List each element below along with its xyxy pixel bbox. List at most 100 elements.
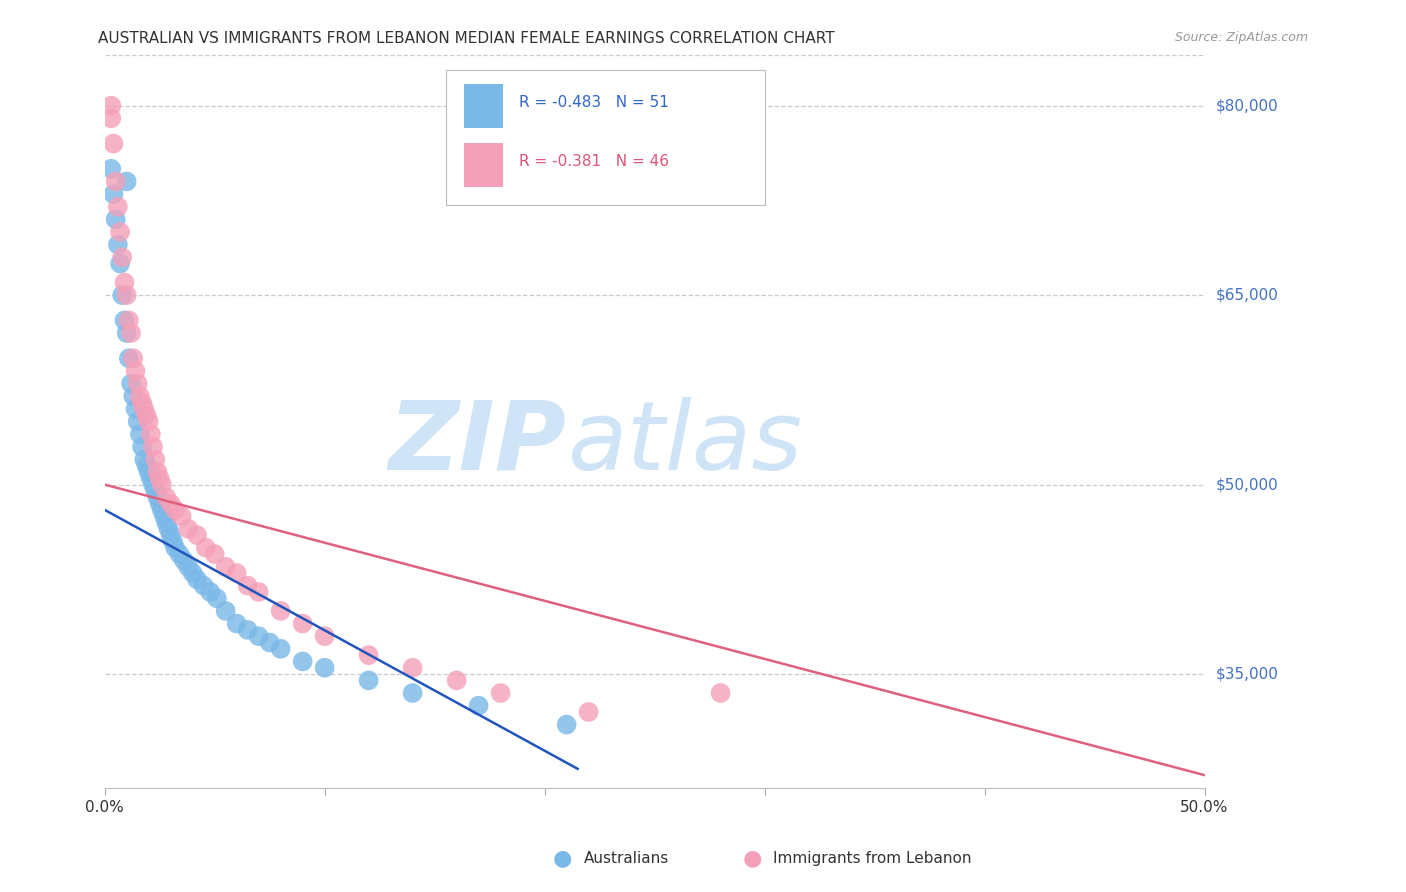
Bar: [464, 85, 503, 128]
Point: [108, 256, 131, 270]
Point: [578, 705, 600, 719]
Point: [173, 553, 195, 567]
Point: [710, 686, 733, 700]
Point: [357, 648, 380, 662]
Point: [131, 395, 153, 409]
Point: [150, 503, 173, 517]
Text: ●: ●: [742, 848, 762, 868]
Bar: [464, 143, 503, 187]
Point: [214, 559, 236, 574]
Point: [107, 200, 129, 214]
Point: [118, 313, 141, 327]
Text: $35,000: $35,000: [1216, 666, 1278, 681]
Point: [177, 522, 200, 536]
Point: [124, 364, 146, 378]
Point: [118, 351, 141, 366]
Point: [162, 534, 184, 549]
Point: [103, 136, 125, 151]
Point: [236, 623, 259, 637]
Point: [142, 440, 165, 454]
Point: [270, 641, 292, 656]
Point: [128, 427, 150, 442]
Point: [104, 212, 127, 227]
Point: [181, 566, 204, 580]
Point: [134, 401, 156, 416]
Point: [170, 509, 193, 524]
Text: Immigrants from Lebanon: Immigrants from Lebanon: [773, 851, 972, 865]
Point: [186, 572, 208, 586]
Text: ZIP: ZIP: [388, 397, 567, 490]
Point: [111, 250, 134, 264]
Point: [100, 161, 122, 176]
Point: [186, 528, 208, 542]
Point: [155, 516, 177, 530]
Point: [100, 98, 122, 112]
Point: [247, 585, 270, 599]
Point: [135, 408, 157, 422]
Point: [150, 477, 173, 491]
Text: Australians: Australians: [583, 851, 669, 865]
Point: [401, 661, 423, 675]
Point: [225, 566, 247, 580]
Point: [127, 376, 149, 391]
Point: [128, 389, 150, 403]
Point: [157, 522, 180, 536]
Point: [135, 458, 157, 473]
Point: [159, 528, 181, 542]
Text: atlas: atlas: [567, 397, 801, 490]
Point: [115, 174, 138, 188]
Point: [131, 440, 153, 454]
Point: [467, 698, 489, 713]
Point: [314, 661, 336, 675]
Point: [127, 414, 149, 428]
Point: [259, 635, 281, 649]
Text: $50,000: $50,000: [1216, 477, 1278, 492]
Point: [401, 686, 423, 700]
Point: [446, 673, 468, 688]
Point: [107, 237, 129, 252]
Point: [143, 452, 166, 467]
Point: [193, 579, 215, 593]
Point: [122, 351, 145, 366]
Point: [142, 477, 165, 491]
Point: [204, 547, 226, 561]
Point: [138, 414, 160, 428]
Point: [155, 490, 177, 504]
Point: [122, 389, 145, 403]
Point: [115, 326, 138, 340]
Point: [103, 187, 125, 202]
Point: [200, 585, 222, 599]
Point: [149, 497, 172, 511]
Point: [146, 490, 169, 504]
Point: [205, 591, 228, 606]
Point: [146, 465, 169, 479]
Point: [114, 313, 136, 327]
Point: [165, 503, 187, 517]
FancyBboxPatch shape: [446, 70, 765, 205]
Point: [111, 288, 134, 302]
Point: [489, 686, 512, 700]
Point: [177, 559, 200, 574]
Text: R = -0.483   N = 51: R = -0.483 N = 51: [519, 95, 669, 111]
Point: [134, 452, 156, 467]
Point: [120, 376, 142, 391]
Point: [108, 225, 131, 239]
Point: [149, 471, 172, 485]
Text: $80,000: $80,000: [1216, 98, 1278, 113]
Point: [225, 616, 247, 631]
Point: [247, 629, 270, 643]
Text: Source: ZipAtlas.com: Source: ZipAtlas.com: [1174, 31, 1308, 45]
Point: [314, 629, 336, 643]
Text: $65,000: $65,000: [1216, 287, 1278, 302]
Point: [138, 465, 160, 479]
Text: ●: ●: [553, 848, 572, 868]
Point: [124, 401, 146, 416]
Point: [169, 547, 191, 561]
Text: AUSTRALIAN VS IMMIGRANTS FROM LEBANON MEDIAN FEMALE EARNINGS CORRELATION CHART: AUSTRALIAN VS IMMIGRANTS FROM LEBANON ME…: [98, 31, 835, 46]
Point: [165, 541, 187, 555]
Point: [159, 497, 181, 511]
Point: [555, 717, 578, 731]
Point: [291, 655, 314, 669]
Point: [115, 288, 138, 302]
Point: [139, 471, 162, 485]
